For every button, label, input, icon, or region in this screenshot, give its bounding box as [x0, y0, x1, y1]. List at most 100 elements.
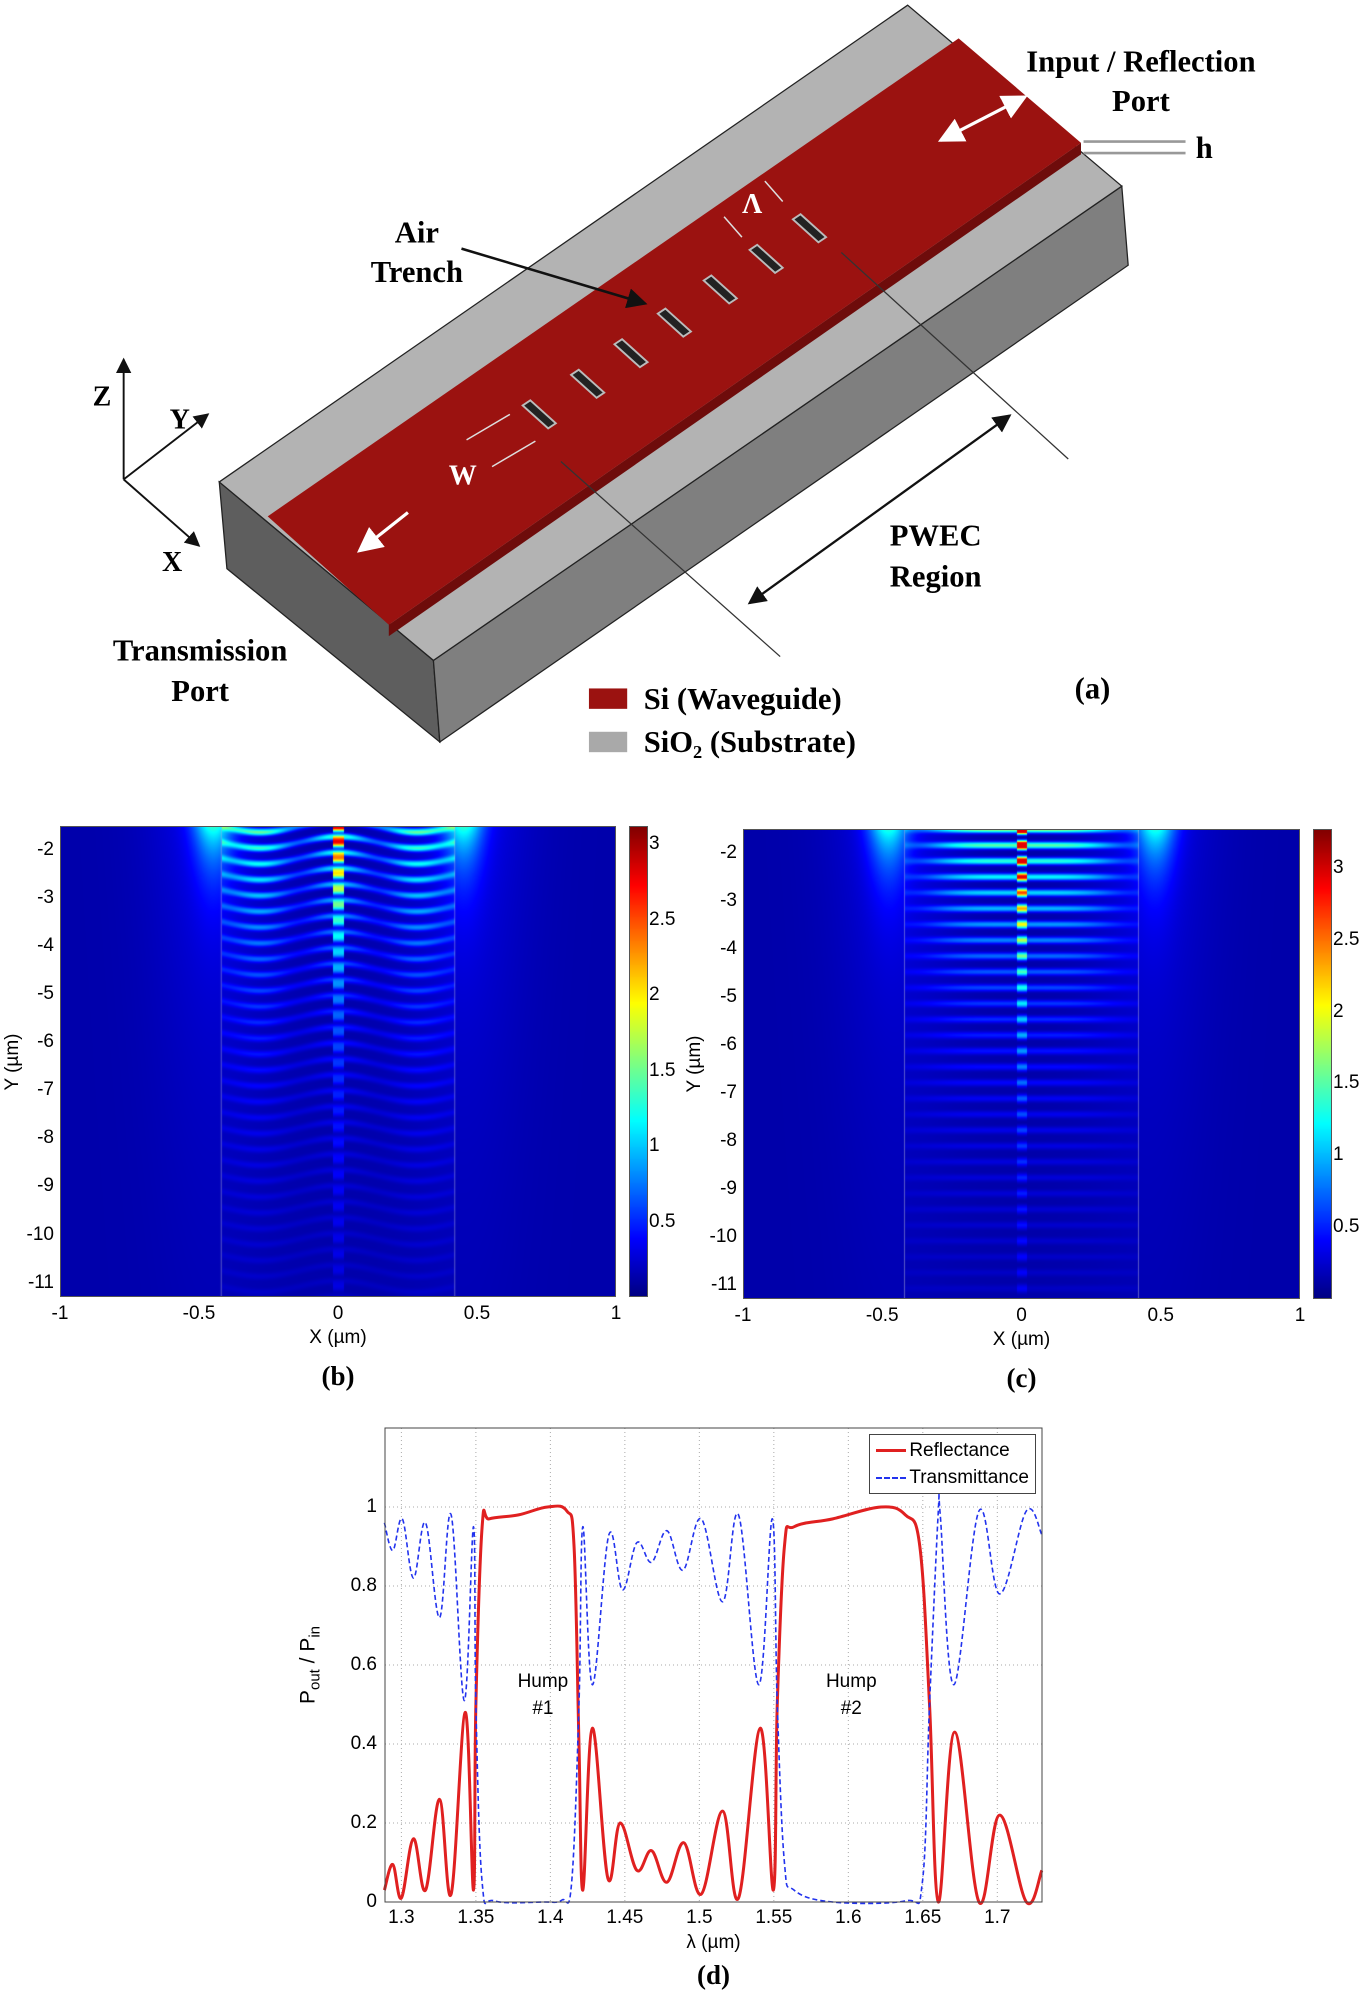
y-tick-label: -9: [720, 1177, 737, 1199]
legend-si-label: Si (Waveguide): [644, 682, 842, 716]
colorbar-tick-label: 2: [1333, 1000, 1344, 1022]
legend-item: Reflectance: [876, 1437, 1029, 1464]
heatmap-image: [743, 829, 1300, 1299]
x-axis-label: λ (µm): [686, 1932, 741, 1953]
x-tick-label: 1.6: [835, 1907, 862, 1928]
pwec-double-arrow-icon: [747, 414, 1012, 605]
y-tick-label: -5: [37, 983, 54, 1005]
x-tick-label: 1.65: [904, 1907, 942, 1928]
x-tick-label: 1.35: [457, 1907, 495, 1928]
y-tick-label: -4: [37, 935, 54, 957]
x-axis-label: X (µm): [992, 1329, 1051, 1350]
colorbar: [629, 826, 648, 1297]
y-axis-label-part: / P: [296, 1637, 320, 1670]
colorbar-tick-label: 1.5: [1333, 1072, 1360, 1094]
input-port-label-2: Port: [1112, 84, 1171, 118]
x-tick-label: -0.5: [182, 1303, 216, 1324]
colorbar-tick-label: 0.5: [1333, 1216, 1360, 1238]
y-tick-label: -11: [710, 1273, 737, 1295]
x-tick-label: 1.4: [537, 1907, 564, 1928]
x-tick-label: 0.5: [1147, 1305, 1174, 1326]
plot-frame: [743, 829, 1300, 1299]
z-axis-label: Z: [93, 381, 112, 412]
hump-annotation: Hump: [517, 1670, 569, 1692]
y-tick-label: -2: [720, 841, 737, 863]
colorbar: [1313, 829, 1332, 1299]
y-tick-label: -7: [37, 1079, 54, 1101]
x-tick-label: 1.5: [686, 1907, 713, 1928]
y-tick-label: -8: [720, 1129, 737, 1151]
legend-label: Reflectance: [909, 1439, 1010, 1461]
panel-label: (d): [697, 1960, 730, 1990]
colorbar-frame: [629, 826, 648, 1297]
y-tick-label: -2: [37, 839, 54, 861]
y-tick-label: -11: [27, 1271, 54, 1293]
legend-item: Transmittance: [876, 1464, 1029, 1491]
reflectance-series-line: [382, 1504, 1044, 1906]
legend-label: Transmittance: [909, 1466, 1029, 1488]
y-tick-label: -9: [37, 1175, 54, 1197]
plot-frame: [384, 1427, 1043, 1903]
colorbar-tick-label: 1: [1333, 1144, 1344, 1166]
y-tick-label: 0.8: [350, 1575, 377, 1596]
input-port-label: Input / Reflection: [1026, 44, 1255, 78]
y-tick-label: 0: [366, 1891, 377, 1912]
x-tick-label: 0.5: [463, 1303, 491, 1324]
y-tick-label: -6: [37, 1031, 54, 1053]
legend-swatch-sio2: [588, 731, 628, 753]
x-tick-label: 1.3: [388, 1907, 415, 1928]
y-tick-label: -7: [720, 1081, 737, 1103]
colorbar-tick-label: 2: [649, 984, 660, 1006]
y-tick-label: -4: [720, 937, 737, 959]
colorbar-tick-label: 2.5: [649, 908, 676, 930]
width-line-2: [491, 440, 536, 468]
coordinate-axes: [116, 357, 210, 547]
y-tick-label: -3: [37, 887, 54, 909]
legend-sio2-label: SiO₂ (Substrate): [644, 725, 856, 759]
colorbar-tick-label: 3: [649, 833, 660, 855]
x-tick-label: 1.45: [606, 1907, 644, 1928]
colorbar-tick-label: 1: [649, 1135, 660, 1157]
reflectance-legend-swatch: [876, 1449, 907, 1452]
colorbar-frame: [1313, 829, 1332, 1299]
x-tick-label: 1: [1294, 1305, 1306, 1326]
panel-label: (c): [1006, 1363, 1037, 1393]
legend: Reflectance Transmittance: [869, 1434, 1036, 1494]
x-tick-label: -1: [734, 1305, 752, 1326]
transmittance-series-line: [383, 1487, 1043, 1905]
x-tick-label: 0: [332, 1303, 344, 1324]
pwec-label: PWEC: [890, 519, 982, 553]
transmittance-legend-swatch: [876, 1476, 907, 1479]
hump-annotation: #1: [532, 1697, 554, 1719]
colorbar-tick-label: 3: [1333, 856, 1344, 878]
hump-annotation: Hump: [825, 1670, 877, 1692]
x-tick-label: 1.7: [984, 1907, 1011, 1928]
y-tick-label: 1: [366, 1496, 377, 1517]
y-tick-label: 0.4: [350, 1733, 377, 1754]
waveguide-edge: [388, 142, 1082, 637]
period-line-1: [723, 216, 743, 238]
legend-swatch-si: [588, 688, 628, 709]
x-tick-label: 0: [1016, 1305, 1027, 1326]
x-tick-label: 1.55: [755, 1907, 793, 1928]
y-tick-label: -10: [709, 1225, 737, 1247]
y-axis-label-part: in: [306, 1625, 324, 1638]
y-tick-label: 0.2: [350, 1812, 377, 1833]
y-tick-label: -5: [720, 985, 737, 1007]
x-tick-label: -1: [51, 1303, 69, 1324]
pwec-label-2: Region: [890, 559, 982, 593]
y-tick-label: 0.6: [350, 1654, 377, 1675]
y-tick-label: -3: [720, 889, 737, 911]
period-label: Λ: [742, 189, 762, 220]
y-tick-label: -10: [26, 1223, 54, 1245]
air-trenches: [521, 213, 828, 430]
colorbar-tick-label: 2.5: [1333, 928, 1360, 950]
air-trench-label-2: Trench: [371, 255, 463, 289]
y-axis-label-part: out: [306, 1669, 324, 1691]
pwec-boundary-line-2: [840, 252, 1069, 460]
colorbar-tick-label: 0.5: [649, 1210, 676, 1232]
x-axis-label: X: [162, 547, 182, 578]
x-tick-label: -0.5: [865, 1305, 899, 1326]
heatmap-image: [60, 826, 616, 1297]
input-double-arrow-icon: [937, 95, 1028, 142]
